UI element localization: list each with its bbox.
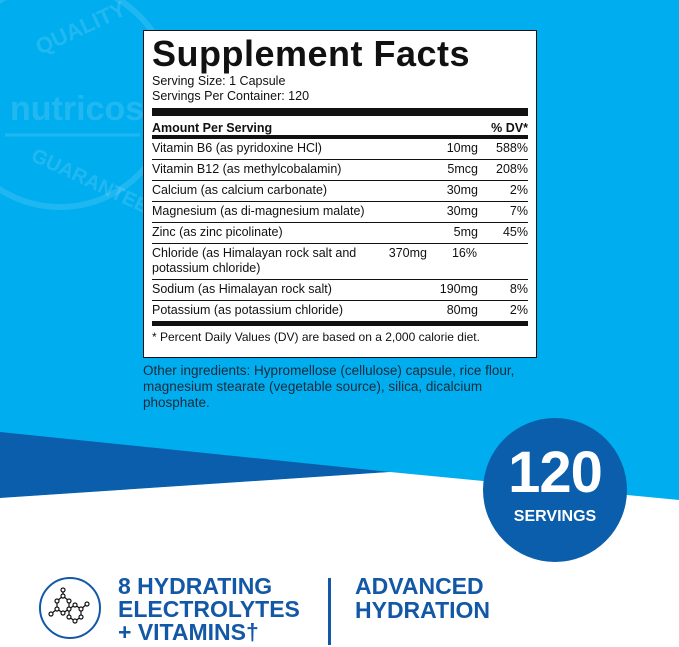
- footnote: * Percent Daily Values (DV) are based on…: [152, 330, 480, 344]
- badge-label: SERVINGS: [513, 508, 597, 525]
- nutrient-dv: 2%: [509, 303, 528, 317]
- benefit-line: + VITAMINS†: [118, 619, 259, 645]
- bottom-divider: [152, 321, 528, 326]
- nutrient-amount: 5mg: [453, 225, 478, 239]
- nutrient-amount: 370mg: [388, 246, 427, 260]
- nutrient-dv: 2%: [509, 183, 528, 197]
- nutrient-amount: 5mcg: [447, 162, 478, 176]
- nutrient-name: Vitamin B6 (as pyridoxine HCl): [152, 141, 322, 155]
- nutrient-row: Vitamin B12 (as methylcobalamin) 5mcg 208%: [152, 160, 528, 181]
- nutrient-amount: 190mg: [439, 282, 478, 296]
- nutrient-dv: 16%: [451, 246, 477, 260]
- nutrient-dv: 588%: [496, 141, 528, 155]
- benefit-line: ELECTROLYTES: [118, 596, 300, 622]
- other-ingredients: Other ingredients: Hypromellose (cellulo…: [143, 363, 515, 410]
- nutrient-amount: 80mg: [446, 303, 478, 317]
- nutrient-amount: 10mg: [446, 141, 478, 155]
- hydration-benefit: ADVANCED HYDRATION: [355, 574, 490, 622]
- benefit-line: ADVANCED: [355, 573, 484, 599]
- nutrient-dv: 8%: [509, 282, 528, 296]
- nutrient-row: Zinc (as zinc picolinate) 5mg 45%: [152, 223, 528, 244]
- nutrient-row: Chloride (as Himalayan rock salt and pot…: [152, 244, 528, 280]
- nutrient-name: Calcium (as calcium carbonate): [152, 183, 328, 197]
- dark-blue-band: [0, 432, 390, 498]
- nutrient-name: Vitamin B12 (as methylcobalamin): [152, 162, 342, 176]
- servings-badge: 120 SERVINGS: [483, 418, 627, 562]
- thick-divider: [152, 108, 528, 116]
- watermark-brand: nutricost: [10, 90, 155, 128]
- nutrient-row: Calcium (as calcium carbonate) 30mg 2%: [152, 181, 528, 202]
- vertical-divider: [328, 578, 331, 645]
- nutrient-name: Potassium (as potassium chloride): [152, 303, 344, 317]
- supplement-facts-panel: Supplement Facts Serving Size: 1 Capsule…: [143, 30, 537, 358]
- nutrient-rows: Vitamin B6 (as pyridoxine HCl) 10mg 588% Vi…: [152, 139, 528, 321]
- benefit-line: HYDRATION: [355, 597, 491, 623]
- table-header: Amount Per Serving % DV*: [152, 116, 528, 139]
- serving-size: Serving Size: 1 Capsule: [152, 74, 286, 88]
- nutrient-name: Chloride (as Himalayan rock salt and pot…: [152, 246, 357, 275]
- nutrient-dv: 45%: [502, 225, 528, 239]
- nutrient-row: Vitamin B6 (as pyridoxine HCl) 10mg 588%: [152, 139, 528, 160]
- electrolytes-benefit: 8 HYDRATING ELECTROLYTES + VITAMINS†: [118, 575, 300, 644]
- panel-title: Supplement Facts: [152, 33, 471, 74]
- molecule-icon: [39, 577, 101, 639]
- nutrient-amount: 30mg: [446, 183, 478, 197]
- nutrient-name: Magnesium (as di-magnesium malate): [152, 204, 365, 218]
- nutrient-row: Magnesium (as di-magnesium malate) 30mg 7%: [152, 202, 528, 223]
- nutrient-dv: 208%: [496, 162, 528, 176]
- nutrient-row: Potassium (as potassium chloride) 80mg 2%: [152, 301, 528, 321]
- servings-per-container: Servings Per Container: 120: [152, 89, 310, 103]
- header-dv: % DV*: [491, 121, 528, 135]
- nutrient-row: Sodium (as Himalayan rock salt) 190mg 8%: [152, 280, 528, 301]
- nutrient-amount: 30mg: [446, 204, 478, 218]
- badge-number: 120: [508, 440, 603, 505]
- nutrient-name: Sodium (as Himalayan rock salt): [152, 282, 332, 296]
- benefit-line: 8 HYDRATING: [118, 573, 273, 599]
- nutrient-name: Zinc (as zinc picolinate): [152, 225, 283, 239]
- nutrient-dv: 7%: [509, 204, 528, 218]
- header-amount: Amount Per Serving: [152, 121, 273, 135]
